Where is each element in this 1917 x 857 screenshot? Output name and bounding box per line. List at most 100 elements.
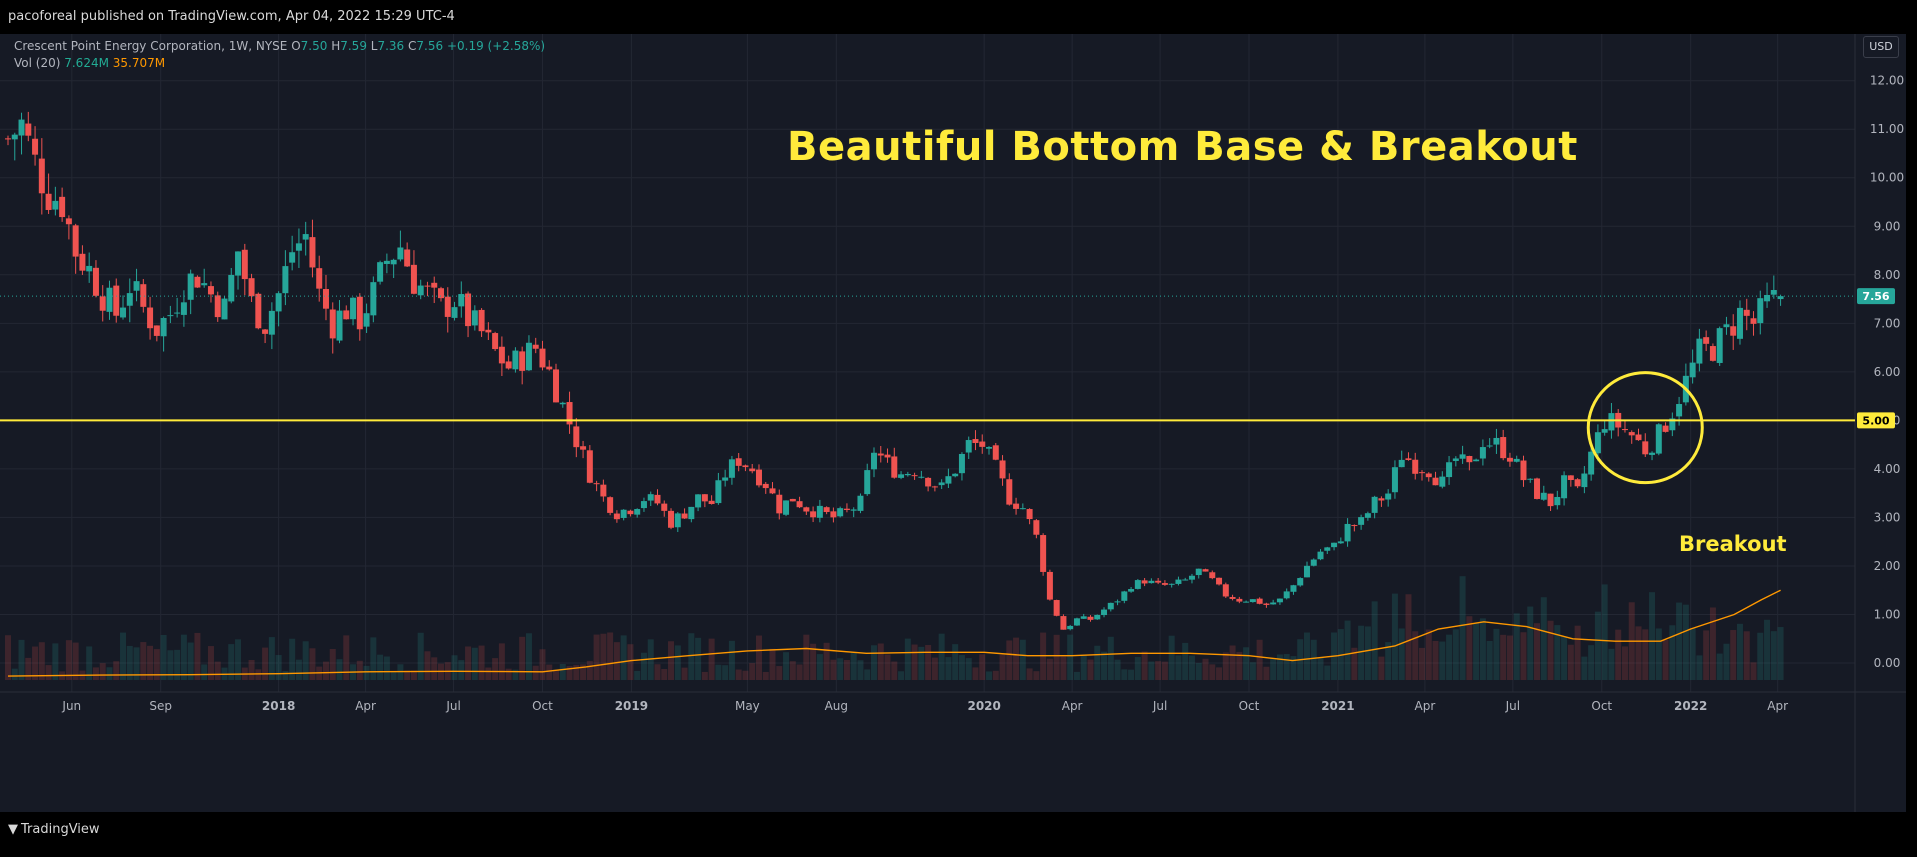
candle-body (1662, 425, 1669, 432)
volume-bar (796, 664, 803, 680)
tradingview-logo[interactable]: ▼ TradingView (8, 822, 100, 837)
candle-body (451, 307, 458, 318)
volume-bar (1534, 623, 1541, 680)
symbol-name[interactable]: Crescent Point Energy Corporation, 1W, N… (14, 39, 288, 53)
candle-body (363, 313, 370, 327)
volume-bar (1500, 634, 1507, 680)
candle-body (728, 459, 735, 478)
candle-body (1290, 585, 1297, 592)
candle-body (1378, 498, 1385, 501)
volume-bar (1290, 656, 1297, 680)
candle-body (1567, 475, 1574, 480)
candle-body (776, 494, 783, 514)
currency-button[interactable]: USD (1863, 36, 1899, 58)
volume-bar (870, 645, 877, 680)
candle-body (1432, 477, 1439, 486)
volume-bar (72, 642, 79, 680)
candle-body (837, 508, 844, 517)
volume-bar (1283, 654, 1290, 680)
candle-body (796, 501, 803, 508)
candle-body (1669, 418, 1676, 431)
volume-bar (1087, 659, 1094, 680)
volume-bar (1385, 642, 1392, 680)
candle-body (1046, 571, 1053, 600)
volume-bar (1243, 647, 1250, 680)
candle-body (593, 483, 600, 485)
volume-bar (417, 632, 424, 680)
volume-bar (607, 632, 614, 680)
candle-body (1716, 328, 1723, 363)
candle-body (539, 348, 546, 368)
volume-bar (424, 651, 431, 680)
volume-bar (992, 670, 999, 680)
support-price-badge: 5.00 (1862, 414, 1889, 427)
candle-body (823, 507, 830, 513)
volume-bar (1222, 652, 1229, 680)
candle-body (1757, 298, 1764, 324)
volume-bar (1391, 593, 1398, 680)
volume-bar (776, 666, 783, 680)
volume-bar (891, 661, 898, 680)
candle-body (1033, 520, 1040, 535)
candle-body (573, 426, 580, 448)
low-value: 7.36 (377, 39, 405, 53)
volume-bar (1513, 613, 1520, 680)
volume-ma-value: 35.707M (112, 56, 166, 70)
volume-bar (25, 657, 32, 680)
breakout-circle[interactable] (1586, 371, 1704, 485)
volume-bar (1689, 628, 1696, 680)
volume-label[interactable]: Vol (20) (14, 56, 61, 70)
tradingview-logo-icon: ▼ (8, 822, 18, 837)
candle-body (1358, 517, 1365, 525)
candle-body (404, 249, 411, 267)
candle-body (810, 511, 817, 518)
candle-body (492, 333, 499, 350)
volume-bar (925, 645, 932, 680)
candle-body (120, 307, 127, 318)
candle-body (1101, 609, 1108, 616)
volume-bar (1621, 646, 1628, 680)
volume-bar (1730, 630, 1737, 680)
candle-body (620, 509, 627, 518)
candle-body (1188, 575, 1195, 580)
ohlc-values: O7.50 H7.59 L7.36 C7.56 +0.19 (+2.58%) (291, 39, 545, 53)
candle-body (322, 289, 329, 309)
volume-bar (1344, 620, 1351, 680)
candle-body (1547, 493, 1554, 507)
volume-bar (1757, 632, 1764, 680)
volume-bar (1716, 653, 1723, 680)
volume-bar (147, 645, 154, 680)
candle-body (478, 309, 485, 332)
price-axis-label: 9.00 (1874, 219, 1901, 233)
candle-body (708, 500, 715, 505)
time-axis-label: Oct (532, 699, 553, 713)
volume-bar (1067, 634, 1074, 680)
candle-body (1175, 579, 1182, 584)
candle-body (1161, 583, 1168, 585)
volume-bar (11, 668, 18, 680)
volume-bar (783, 652, 790, 680)
volume-bar (404, 670, 411, 680)
volume-bar (1662, 639, 1669, 680)
candle-body (931, 486, 938, 488)
candle-body (45, 193, 52, 210)
volume-bar (377, 654, 384, 680)
current-price-badge: 7.56 (1862, 290, 1889, 303)
volume-bar (668, 641, 675, 680)
volume-bar (1452, 629, 1459, 680)
volume-bar (1270, 657, 1277, 680)
candle-body (201, 283, 208, 286)
volume-bar (972, 667, 979, 680)
candle-body (1222, 584, 1229, 597)
volume-bar (1432, 640, 1439, 680)
candle-body (1581, 473, 1588, 488)
volume-bar (1046, 658, 1053, 680)
price-chart[interactable]: 0.00 1.00 2.00 3.00 4.00 5.00 6.00 7.00 8.00 9.00… (0, 34, 1906, 812)
chart-panel[interactable]: 0.00 1.00 2.00 3.00 4.00 5.00 6.00 7.00 8.00 9.00… (0, 34, 1906, 812)
volume-bar (877, 643, 884, 680)
candle-body (1371, 496, 1378, 513)
volume-bar (1486, 640, 1493, 680)
candle-body (1155, 580, 1162, 583)
volume-bar (1479, 618, 1486, 680)
volume-bar (140, 642, 147, 680)
